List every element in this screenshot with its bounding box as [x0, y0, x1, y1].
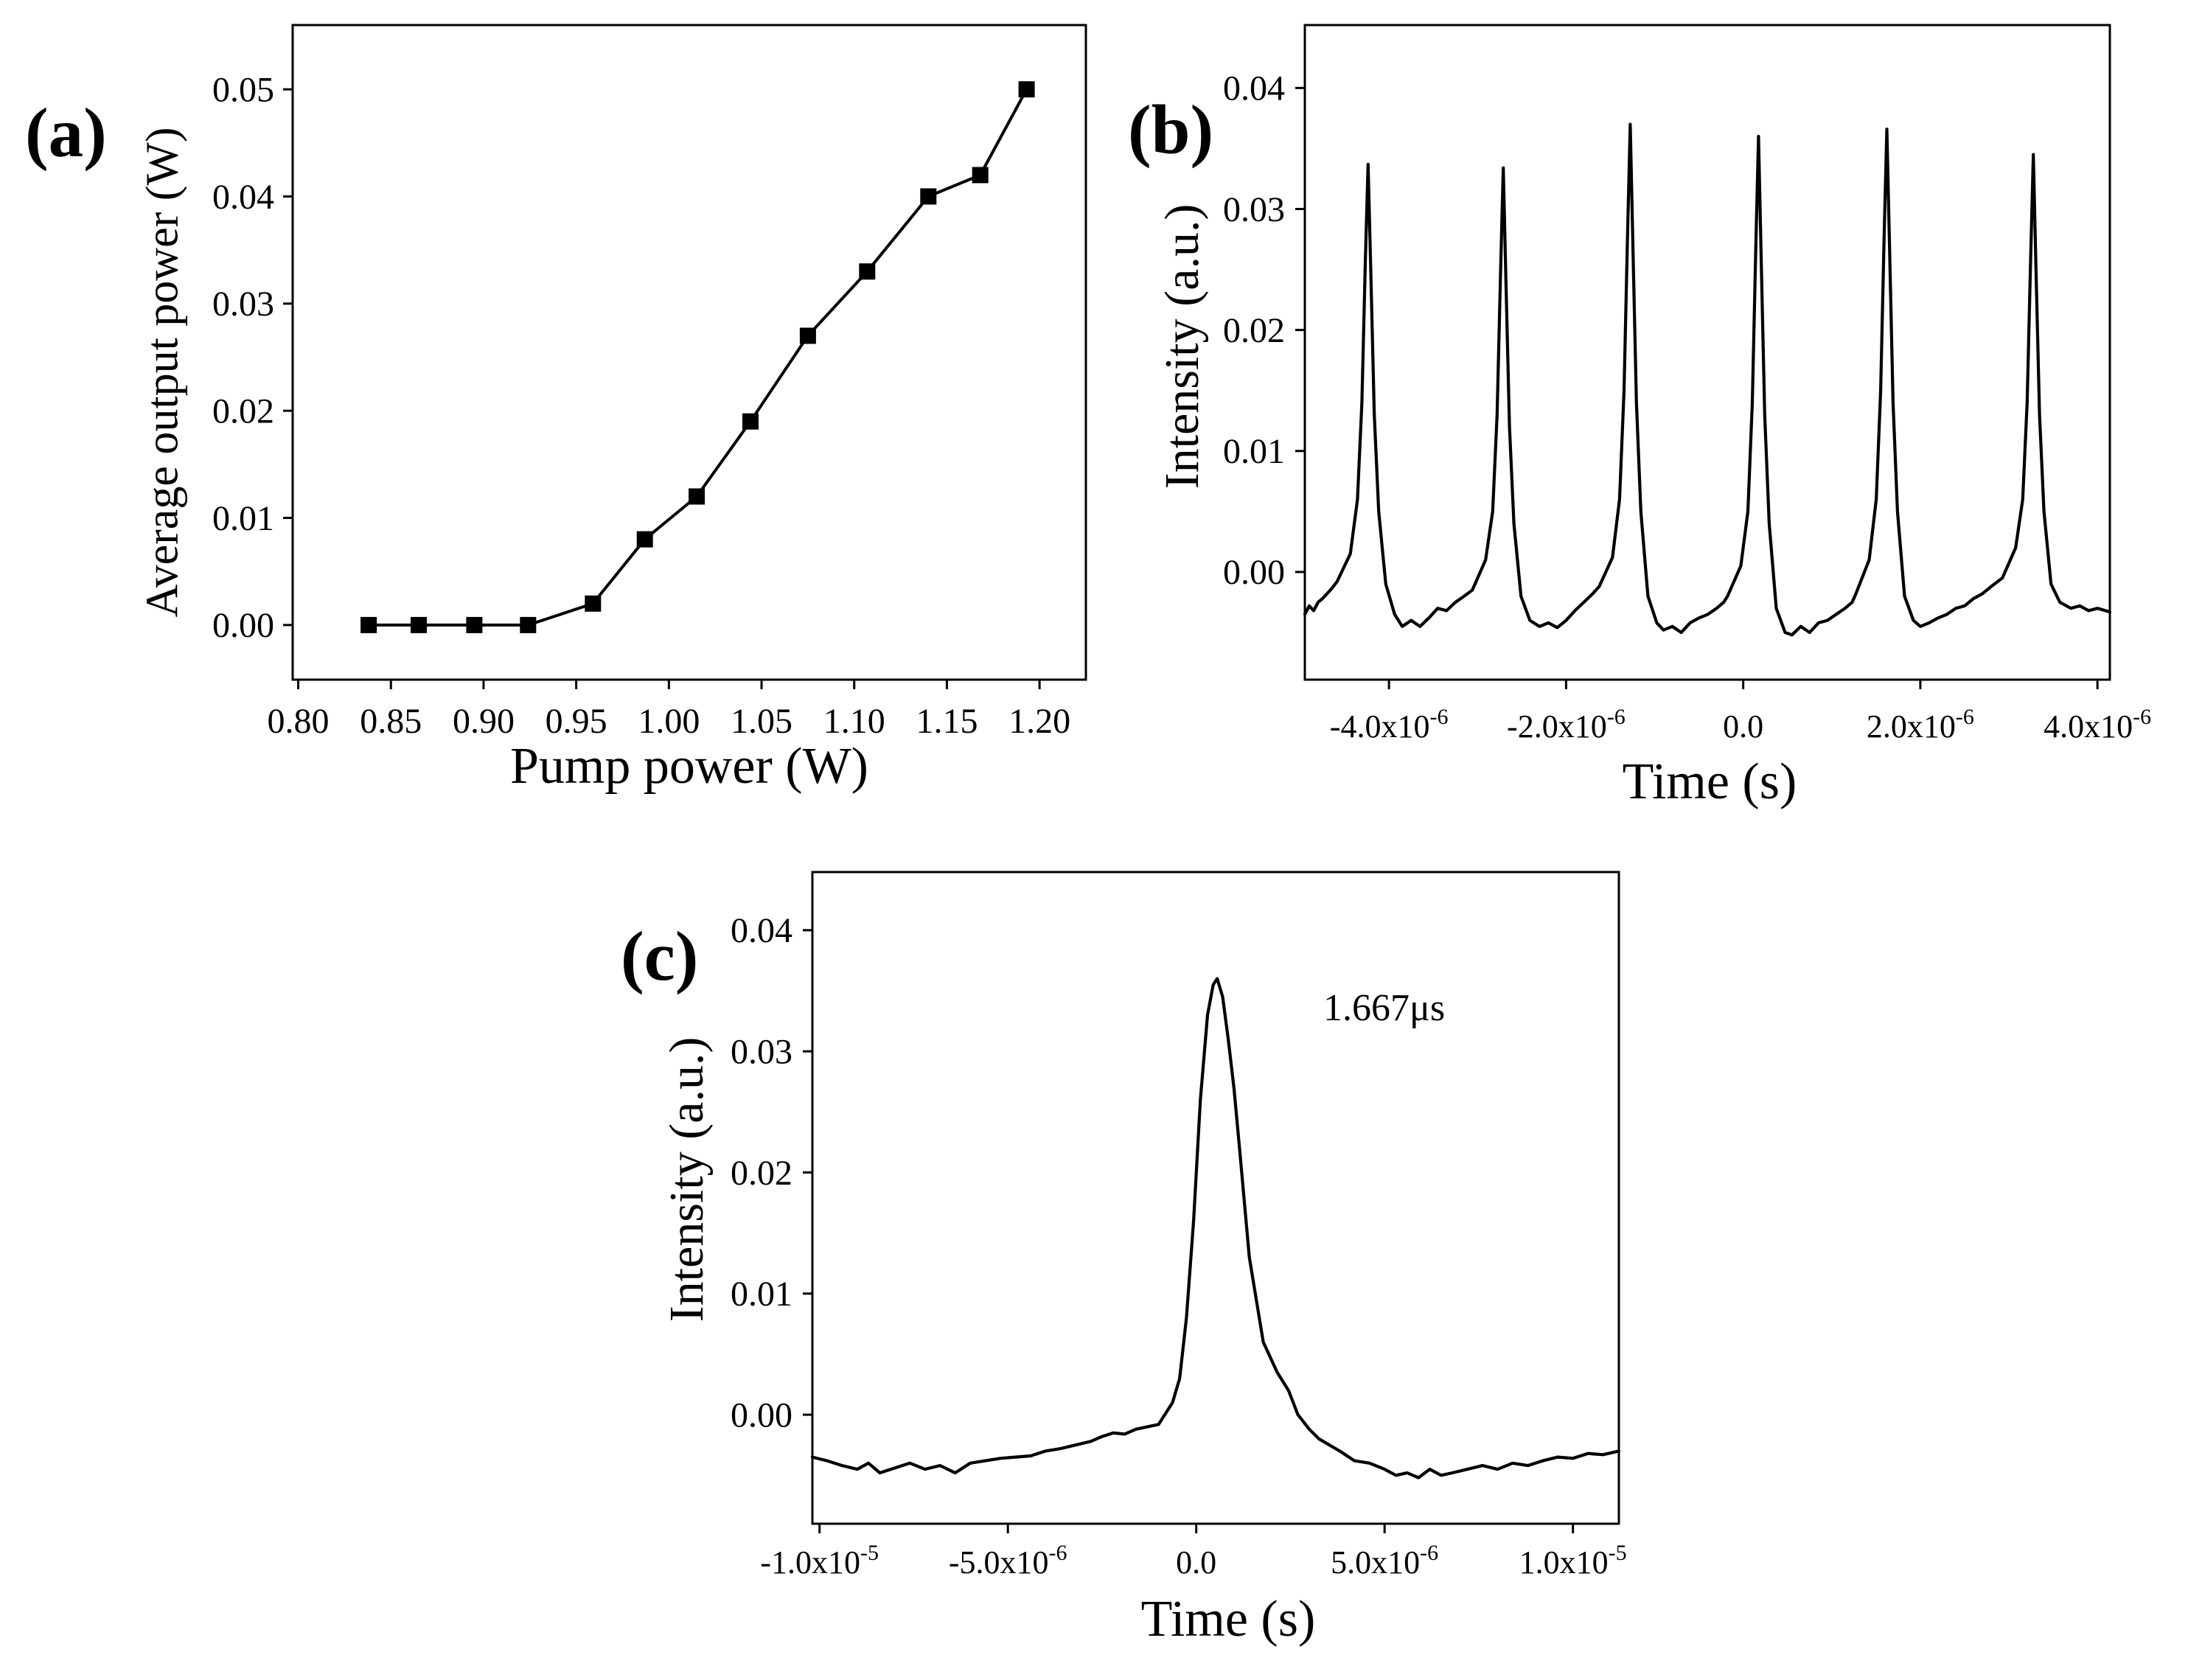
y-axis-label: Intensity (a.u.) — [1155, 204, 1209, 489]
y-tick-label: 0.00 — [212, 606, 274, 645]
y-tick-label: 0.04 — [731, 911, 792, 950]
x-tick-label: -2.0x10-6 — [1507, 705, 1626, 745]
panel-c-single-pulse-chart: (c)-1.0x10-5 -5.0x10-6 0.0 5.0x10-6 1.0x10-5… — [621, 871, 1627, 1648]
x-tick-label-mantissa: 1.20 — [1008, 702, 1070, 741]
y-tick-label: 0.03 — [731, 1033, 792, 1072]
x-tick-label: -4.0x10-6 — [1330, 705, 1449, 745]
data-point — [689, 488, 705, 505]
x-tick-label: 1.0x10-5 — [1519, 1541, 1627, 1580]
x-tick-label: 0.95 — [546, 702, 607, 741]
x-tick-label-exponent: -6 — [1420, 1541, 1438, 1565]
x-tick-label-mantissa: 0.0 — [1723, 708, 1763, 745]
y-tick-label: 0.00 — [1223, 553, 1285, 592]
y-tick-label: 0.01 — [731, 1275, 792, 1314]
y-tick-label: 0.02 — [731, 1154, 792, 1193]
x-tick-label-mantissa: 0.95 — [546, 702, 607, 741]
y-axis-label: Average output power (W) — [138, 127, 188, 617]
x-axis-label: Pump power (W) — [510, 738, 868, 795]
data-point — [920, 188, 937, 205]
x-tick-label-mantissa: 1.00 — [638, 702, 700, 741]
panel-b-pulse-train-chart: (b)-4.0x10-6 -2.0x10-6 0.0 2.0x10-6 4.0x10-6… — [1128, 24, 2151, 810]
plot-frame — [291, 24, 1087, 681]
y-axis-label: Intensity (a.u.) — [660, 1037, 714, 1322]
data-point — [859, 263, 876, 280]
data-point — [360, 616, 377, 633]
x-tick-label-mantissa: -1.0x10 — [760, 1544, 860, 1580]
x-tick-label-mantissa: -2.0x10 — [1507, 708, 1607, 745]
y-tick-label: 0.04 — [1223, 69, 1285, 108]
x-tick-label-mantissa: 1.10 — [823, 702, 885, 741]
x-tick-label: 1.10 — [823, 702, 885, 741]
x-axis-label: Time (s) — [1141, 1591, 1316, 1648]
pulse-width-annotation: 1.667μs — [1323, 987, 1445, 1029]
x-tick-label-mantissa: -4.0x10 — [1330, 708, 1430, 745]
x-tick-label-exponent: -5 — [860, 1541, 879, 1565]
x-tick-label-exponent: -6 — [1049, 1541, 1067, 1565]
y-tick-label: 0.00 — [731, 1395, 792, 1435]
x-tick-label: 0.90 — [453, 702, 515, 741]
panel-a-output-power-chart: (a) 0.80 0.85 0.90 0.95 1.00 1.05 1.10 1.15 1.20 0… — [25, 24, 1087, 795]
y-tick-label: 0.03 — [212, 285, 274, 324]
x-tick-label-exponent: -6 — [2133, 705, 2151, 729]
data-point — [636, 531, 653, 548]
x-tick-label: 1.20 — [1008, 702, 1070, 741]
x-tick-label: 1.00 — [638, 702, 700, 741]
x-axis-label: Time (s) — [1623, 753, 1797, 810]
x-tick-label-mantissa: 1.15 — [916, 702, 978, 741]
x-tick-label-mantissa: 0.90 — [453, 702, 515, 741]
data-point — [972, 167, 989, 184]
panel-label: (a) — [25, 94, 107, 172]
x-tick-label-mantissa: 0.0 — [1176, 1544, 1216, 1580]
x-tick-label-mantissa: 5.0x10 — [1331, 1544, 1420, 1580]
data-point — [411, 616, 427, 633]
data-point — [520, 616, 537, 633]
x-tick-label: 5.0x10-6 — [1331, 1541, 1438, 1580]
x-tick-label: 1.15 — [916, 702, 978, 741]
x-tick-label-exponent: -6 — [1429, 705, 1448, 729]
x-tick-label-mantissa: 0.80 — [268, 702, 330, 741]
x-tick-label-mantissa: 2.0x10 — [1867, 708, 1956, 745]
x-tick-label: 0.0 — [1723, 708, 1763, 745]
data-point — [466, 616, 483, 633]
x-tick-label: -1.0x10-5 — [760, 1541, 879, 1580]
intensity-trace — [810, 977, 1621, 1479]
data-point — [799, 327, 816, 344]
x-tick-label: -5.0x10-6 — [949, 1541, 1067, 1580]
x-tick-label: 2.0x10-6 — [1867, 705, 1974, 745]
x-tick-label-exponent: -6 — [1956, 705, 1974, 729]
panel-label: (c) — [621, 917, 698, 995]
data-point — [742, 413, 759, 430]
y-tick-label: 0.02 — [1223, 311, 1285, 350]
y-tick-label: 0.05 — [212, 71, 274, 110]
y-tick-label: 0.03 — [1223, 190, 1285, 229]
y-tick-label: 0.01 — [1223, 432, 1285, 471]
y-tick-label: 0.04 — [212, 178, 274, 217]
x-tick-label-mantissa: 0.85 — [360, 702, 422, 741]
series-line — [367, 88, 1028, 627]
x-tick-label-mantissa: 4.0x10 — [2044, 708, 2133, 745]
x-tick-label: 0.85 — [360, 702, 422, 741]
x-tick-label: 1.05 — [731, 702, 792, 741]
plot-frame — [1303, 24, 2111, 681]
y-tick-label: 0.01 — [212, 499, 274, 538]
x-tick-label-mantissa: 1.0x10 — [1519, 1544, 1609, 1580]
data-point — [1018, 81, 1035, 98]
x-tick-label: 0.0 — [1176, 1544, 1216, 1580]
x-tick-label: 0.80 — [268, 702, 330, 741]
panel-label: (b) — [1128, 91, 1213, 169]
x-tick-label-mantissa: -5.0x10 — [949, 1544, 1049, 1580]
x-tick-label-mantissa: 1.05 — [731, 702, 792, 741]
x-tick-label: 4.0x10-6 — [2044, 705, 2151, 745]
plot-frame — [811, 871, 1620, 1525]
x-tick-label-exponent: -5 — [1609, 1541, 1627, 1565]
y-tick-label: 0.02 — [212, 392, 274, 431]
x-tick-label-exponent: -6 — [1607, 705, 1626, 729]
data-point — [585, 595, 602, 612]
intensity-trace — [1303, 122, 2112, 637]
